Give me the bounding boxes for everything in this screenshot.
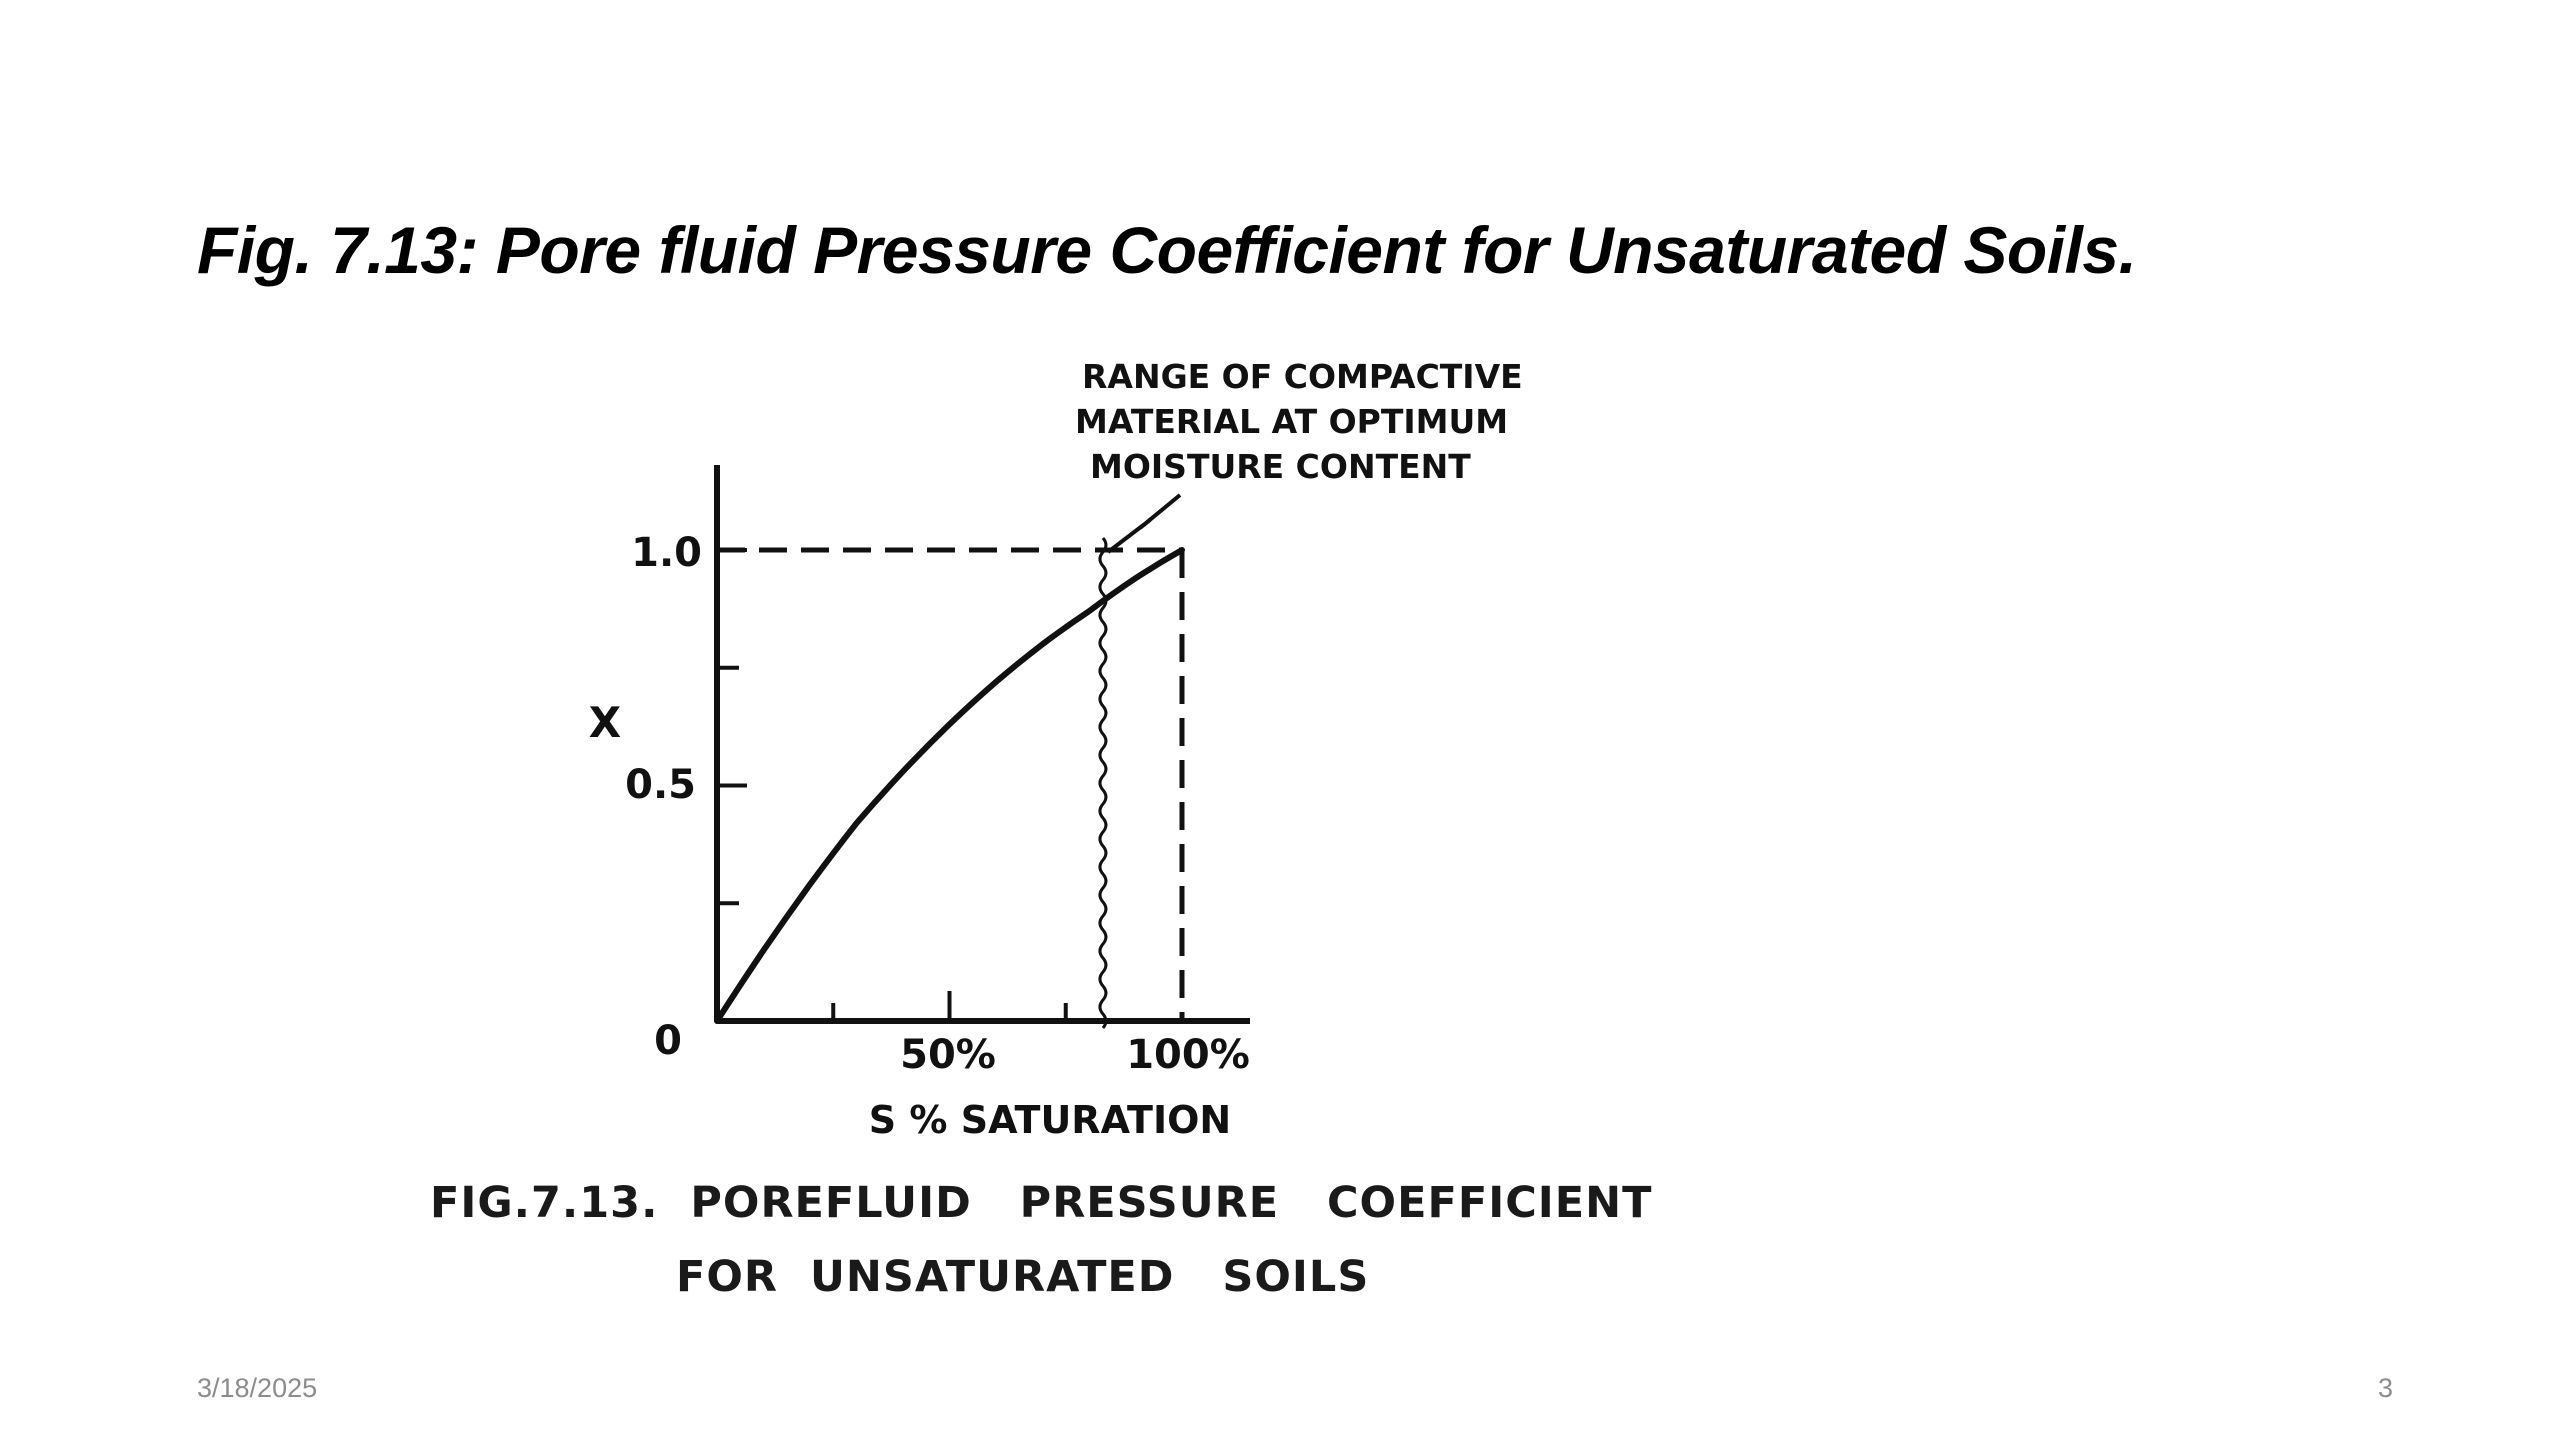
x-tick-label-100: 100% [1126,1032,1250,1078]
plot-layer [714,465,1250,1029]
annotation-line-2: MATERIAL AT OPTIMUM [1075,402,1508,441]
y-tick-label-05: 0.5 [625,762,696,808]
y-tick-label-1: 1.0 [631,530,702,576]
wavy-line-optimum-range [1098,537,1108,1029]
x-axis: 0 50% 100% S % SATURATION [654,1018,1250,1142]
slide-date: 3/18/2025 [197,1373,318,1403]
data-line-0 [714,547,1185,1024]
annotation: RANGE OF COMPACTIVE MATERIAL AT OPTIMUM … [1075,357,1523,554]
annotation-line-3: MOISTURE CONTENT [1090,447,1471,486]
figure-caption-line-1: FIG.7.13. POREFLUID PRESSURE COEFFICIENT [430,1178,1653,1228]
y-axis: 1.0 0.5 X [589,530,702,808]
x-tick-label-50: 50% [900,1032,996,1078]
annotation-leader [1106,493,1182,554]
slide-title: Fig. 7.13: Pore fluid Pressure Coefficie… [197,213,2137,287]
annotation-line-1: RANGE OF COMPACTIVE [1082,357,1523,396]
x-axis-label: S % SATURATION [869,1098,1231,1142]
figure-caption-line-2: FOR UNSATURATED SOILS [676,1252,1370,1302]
y-axis-label: X [589,698,621,747]
x-tick-label-0: 0 [654,1018,682,1064]
slide-page-number: 3 [2378,1373,2394,1403]
